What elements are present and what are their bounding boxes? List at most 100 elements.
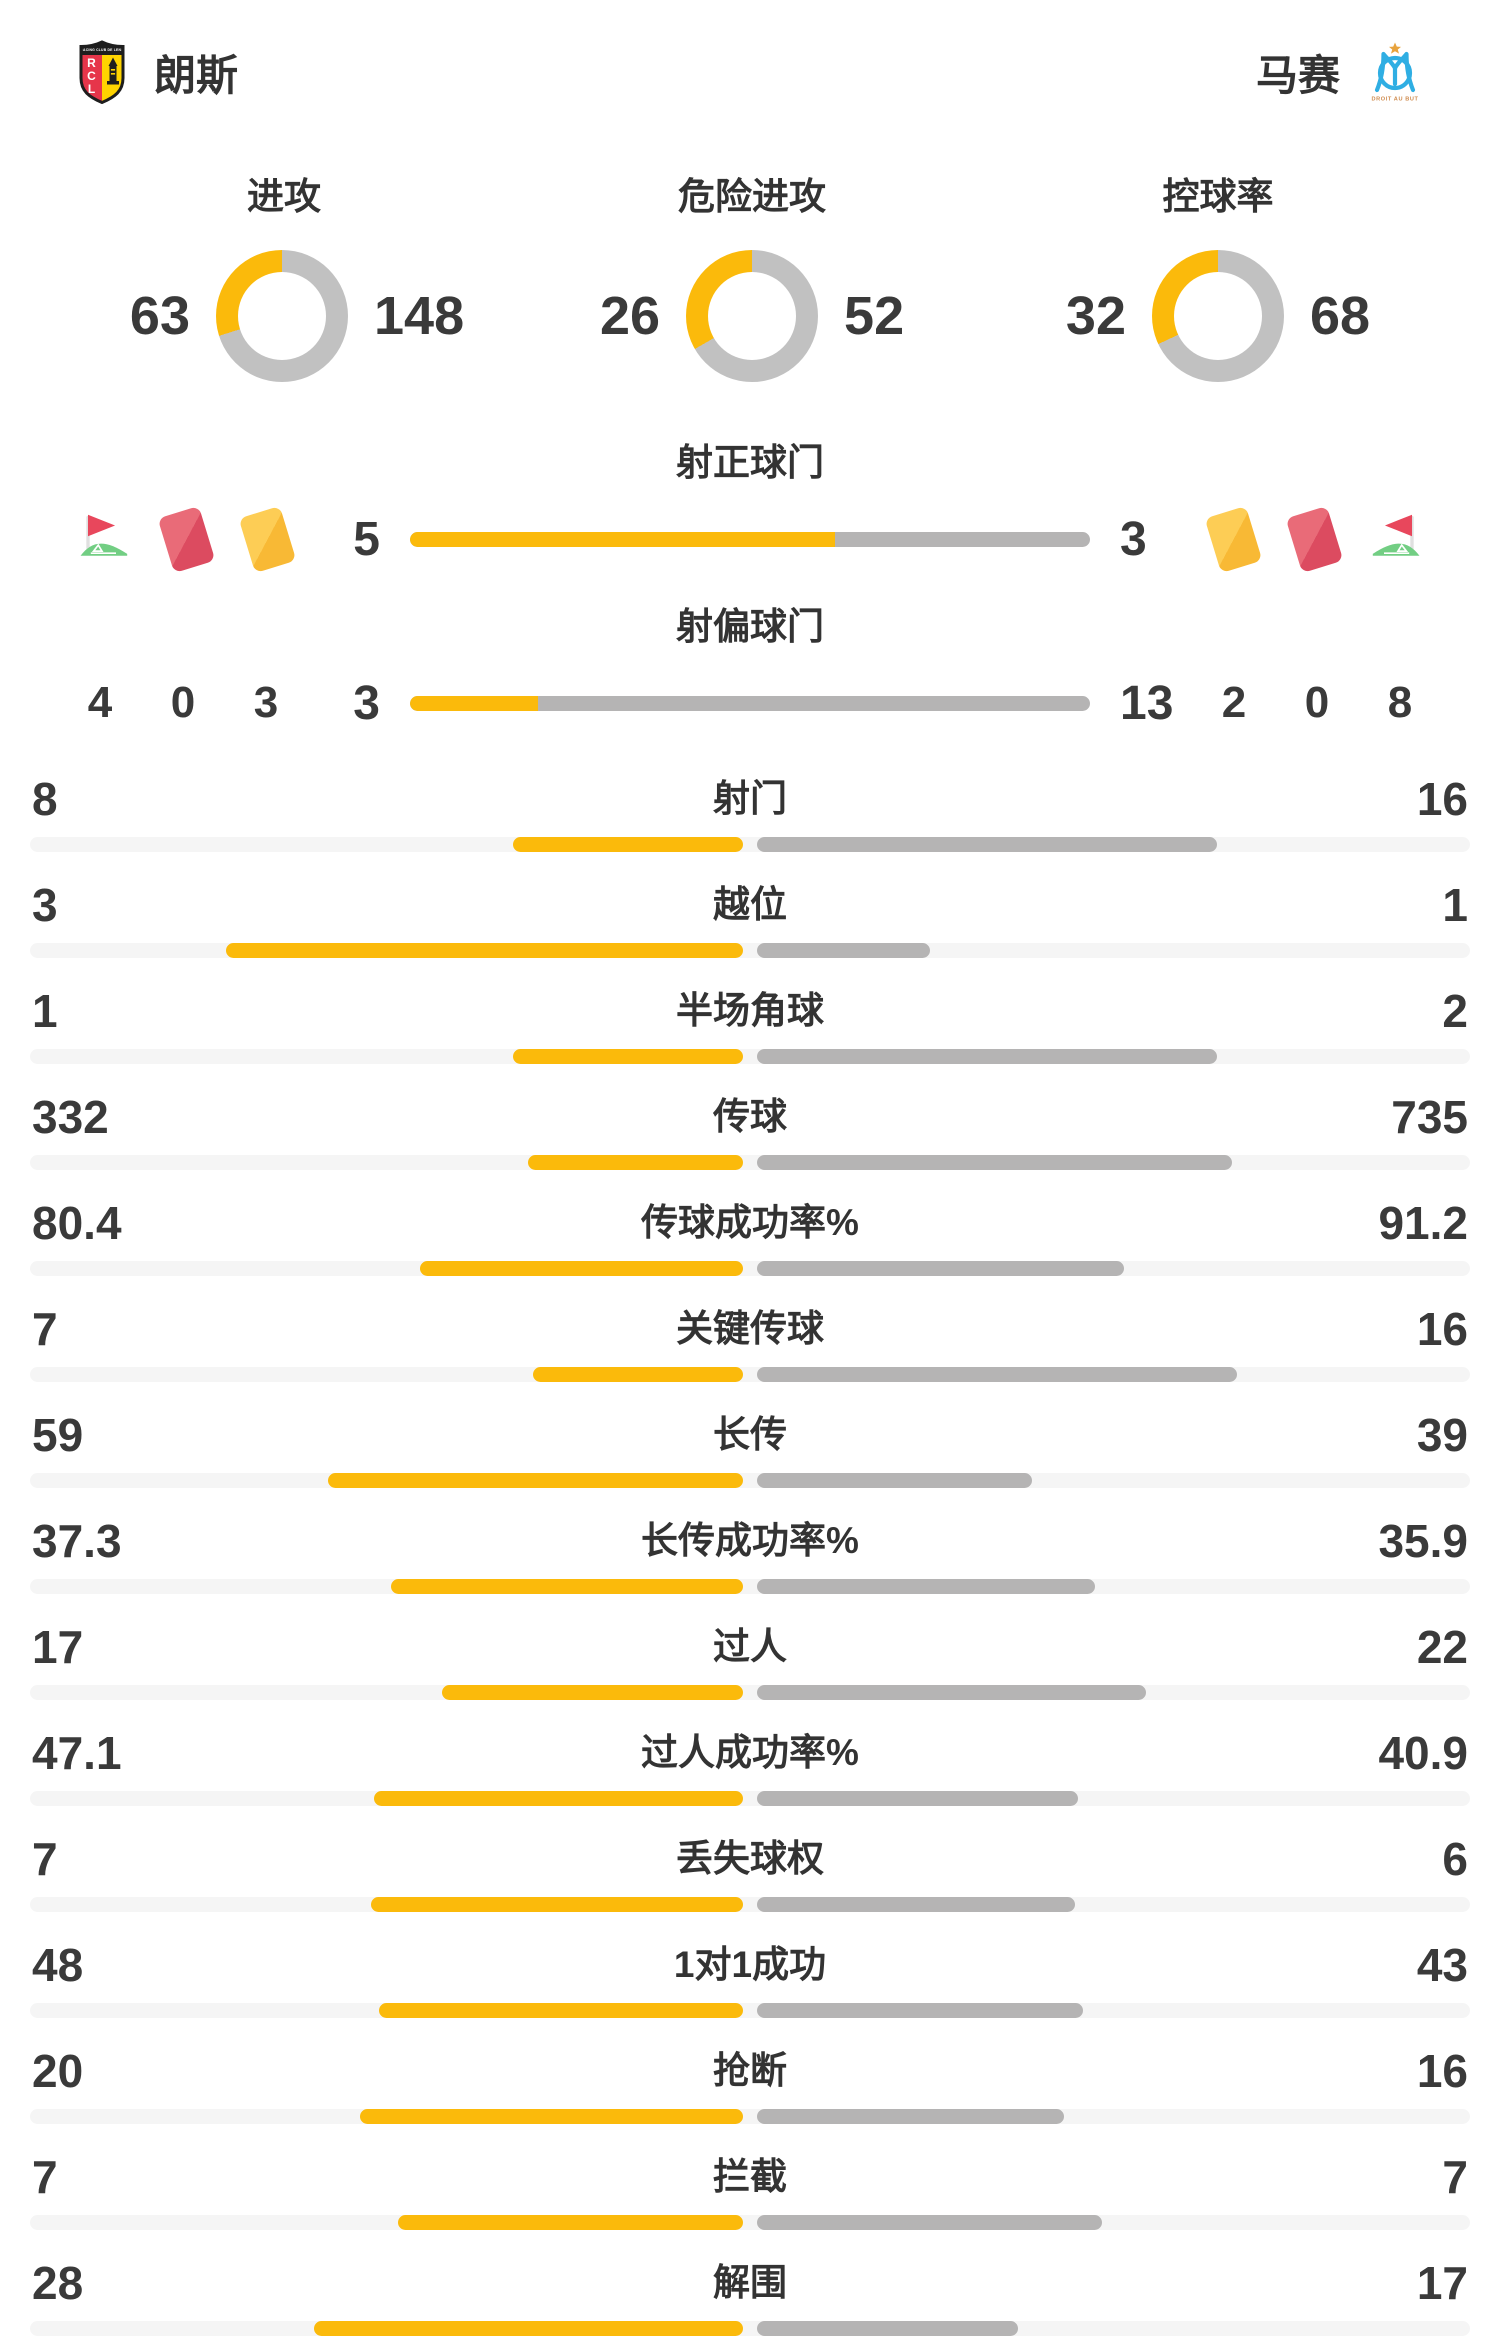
stat-row: 59 长传 39: [0, 1396, 1500, 1502]
away-value: 16: [1416, 2045, 1468, 2097]
svg-text:RACING CLUB DE LENS: RACING CLUB DE LENS: [80, 48, 124, 52]
home-bar: [398, 2215, 743, 2230]
corner-flag-icon: [80, 514, 128, 556]
away-bar: [757, 943, 930, 958]
shots-on-target-row: 5 3: [0, 505, 1500, 573]
home-bar: [391, 1579, 743, 1594]
home-red-cards: 0: [170, 678, 196, 727]
stat-row: 28 解围 17: [0, 2244, 1500, 2350]
home-bar: [419, 1261, 743, 1276]
home-value: 63: [129, 286, 190, 346]
away-value: 7: [1442, 2151, 1468, 2203]
away-value: 40.9: [1378, 1727, 1468, 1779]
away-value: 2: [1442, 985, 1468, 1037]
shots-off-target-row: 4 0 3 3 13 2 0 8: [0, 670, 1500, 736]
away-value: 91.2: [1378, 1197, 1468, 1249]
stat-row: 47.1 过人成功率% 40.9: [0, 1714, 1500, 1820]
home-team-logo: RACING CLUB DE LENS R C L: [79, 40, 125, 104]
donut-attacks: 进攻 63 148: [104, 166, 464, 382]
shots-on-target-bar: [410, 531, 1090, 547]
stat-bar-track: [30, 1791, 1470, 1806]
home-bar: [225, 943, 743, 958]
stat-row: 7 丢失球权 6: [0, 1820, 1500, 1926]
home-value: 17: [32, 1621, 84, 1673]
donut-chart: [1151, 250, 1284, 382]
match-header: RACING CLUB DE LENS R C L 朗斯 马赛 DROIT A: [0, 0, 1500, 104]
stat-label: 长传: [713, 1414, 787, 1455]
stat-bar-track: [30, 1473, 1470, 1488]
home-value: 37.3: [32, 1515, 122, 1567]
away-value: 17: [1416, 2257, 1468, 2309]
stat-bar-track: [30, 1897, 1470, 1912]
stat-row: 332 传球 735: [0, 1078, 1500, 1184]
away-yellow-cards: 2: [1221, 678, 1247, 727]
home-value: 26: [599, 286, 661, 346]
away-bar: [757, 1155, 1233, 1170]
home-discipline-icons: [30, 505, 296, 573]
stat-bar-track: [30, 837, 1470, 852]
home-bar: [513, 837, 743, 852]
stat-bar-track: [30, 2003, 1470, 2018]
stat-label: 关键传球: [676, 1308, 824, 1349]
svg-text:DROIT AU BUT: DROIT AU BUT: [1371, 97, 1418, 103]
stat-bar-track: [30, 1685, 1470, 1700]
stat-row: 17 过人 22: [0, 1608, 1500, 1714]
home-value: 7: [32, 1833, 58, 1885]
away-shots-off-target: 13: [1120, 676, 1174, 730]
away-value: 16: [1416, 1303, 1468, 1355]
stat-label: 传球: [713, 1096, 787, 1137]
away-value: 148: [374, 286, 465, 346]
donut-chart: [686, 250, 819, 382]
away-value: 6: [1442, 1833, 1468, 1885]
home-value: 47.1: [32, 1727, 122, 1779]
away-value: 43: [1416, 1939, 1468, 1991]
stat-row: 80.4 传球成功率% 91.2: [0, 1184, 1500, 1290]
home-yellow-cards: 3: [253, 678, 279, 727]
donut-possession: 控球率 32 68: [1040, 166, 1396, 382]
home-discipline-values: 4 0 3: [30, 678, 292, 728]
away-bar: [757, 2215, 1102, 2230]
svg-text:R: R: [87, 56, 96, 70]
stat-label: 解围: [713, 2262, 787, 2303]
stat-bar-track: [30, 1261, 1470, 1276]
home-bar: [379, 2003, 743, 2018]
away-value: 52: [844, 286, 905, 346]
stat-row: 7 关键传球 16: [0, 1290, 1500, 1396]
away-value: 39: [1416, 1409, 1468, 1461]
stat-label: 过人成功率%: [641, 1732, 859, 1773]
away-bar: [757, 1579, 1096, 1594]
svg-text:C: C: [87, 69, 96, 83]
home-bar: [371, 1897, 743, 1912]
yellow-card-icon: [1204, 505, 1262, 573]
stat-bar-track: [30, 1155, 1470, 1170]
donut-title: 进攻: [247, 176, 322, 217]
stat-bar-track: [30, 1049, 1470, 1064]
away-bar: [757, 1049, 1217, 1064]
stat-bar-track: [30, 1367, 1470, 1382]
donut-title: 控球率: [1162, 176, 1274, 217]
stat-label: 长传成功率%: [641, 1520, 859, 1561]
stat-row: 48 1对1成功 43: [0, 1926, 1500, 2032]
home-bar: [528, 1155, 743, 1170]
stat-row: 1 半场角球 2: [0, 972, 1500, 1078]
home-value: 20: [32, 2045, 84, 2097]
away-bar: [757, 837, 1217, 852]
home-team[interactable]: RACING CLUB DE LENS R C L 朗斯: [76, 40, 238, 104]
home-value: 3: [32, 879, 58, 931]
home-value: 7: [32, 1303, 58, 1355]
stat-label: 半场角球: [676, 990, 824, 1031]
donut-dangerous-attacks: 危险进攻 26 52: [574, 166, 930, 382]
stat-label: 抢断: [713, 2050, 787, 2091]
home-value: 59: [32, 1409, 84, 1461]
stat-label: 1对1成功: [673, 1944, 827, 1985]
away-value: 1: [1442, 879, 1468, 931]
donut-chart: [216, 250, 348, 382]
home-bar: [533, 1367, 743, 1382]
away-value: 68: [1309, 286, 1371, 346]
red-card-icon: [157, 505, 215, 573]
away-discipline-values: 2 0 8: [1208, 678, 1470, 728]
shots-section: 射正球门 5 3: [0, 432, 1500, 736]
stat-label: 越位: [713, 884, 787, 925]
away-team[interactable]: 马赛 DROIT AU BUT: [1256, 41, 1424, 103]
home-corners: 4: [87, 678, 113, 727]
